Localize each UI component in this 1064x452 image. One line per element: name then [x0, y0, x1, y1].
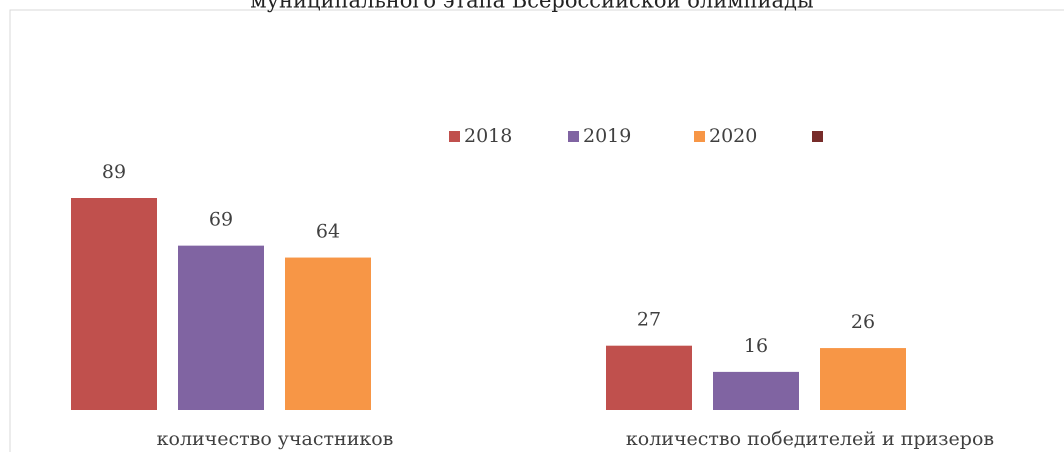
data-label: 69: [209, 209, 233, 231]
bar: [71, 198, 157, 410]
x-tick-label: количество победителей и призеров: [626, 428, 994, 450]
bar: [178, 245, 264, 410]
legend-swatch: [449, 131, 460, 142]
data-label: 16: [744, 335, 768, 357]
bar: [820, 348, 906, 410]
data-label: 26: [851, 311, 875, 333]
legend-label: 2020: [709, 125, 757, 147]
x-tick-label: количество участников: [157, 428, 394, 450]
data-label: 64: [316, 221, 340, 243]
chart-title: муниципального этапа Всероссийской олимп…: [250, 0, 813, 13]
data-label: 89: [102, 161, 126, 183]
legend-swatch: [812, 131, 823, 142]
bar: [713, 371, 799, 410]
legend-swatch: [694, 131, 705, 142]
legend-label: 2019: [583, 125, 631, 147]
data-label: 27: [637, 309, 661, 331]
legend-swatch: [568, 131, 579, 142]
bar: [606, 345, 692, 410]
chart-frame: [9, 9, 1064, 452]
legend-label: 2018: [464, 125, 512, 147]
bar: [285, 257, 371, 410]
